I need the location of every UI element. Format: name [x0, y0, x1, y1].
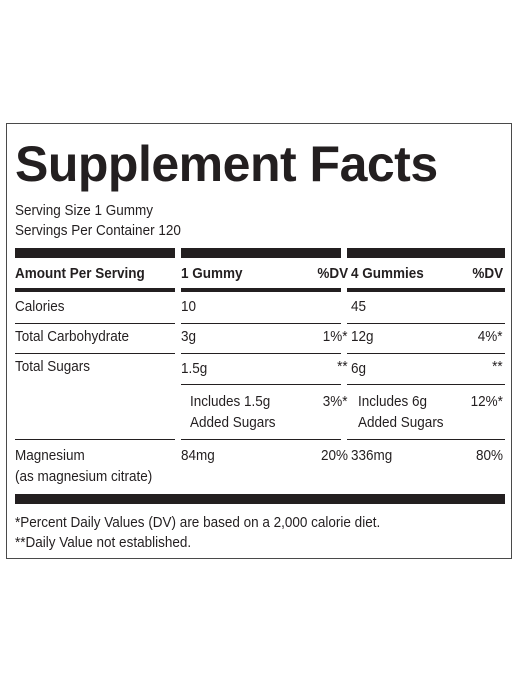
supplement-facts-panel: Supplement Facts Serving Size 1 Gummy Se… — [6, 123, 512, 559]
row-added-v1-line2: Added Sugars — [190, 414, 276, 431]
row-carb-v1: 3g — [181, 328, 197, 345]
thick-bar-col2 — [347, 248, 505, 258]
header-amount-per-serving: Amount Per Serving — [15, 265, 145, 282]
row-sugars-dv2: ** — [492, 358, 503, 375]
row-added-v2-line2: Added Sugars — [358, 414, 444, 431]
footnote-dv: *Percent Daily Values (DV) are based on … — [15, 514, 381, 531]
header-col1-dv: %DV — [317, 265, 348, 282]
row-divider — [181, 353, 341, 354]
row-divider — [181, 384, 341, 385]
row-carb-dv2: 4%* — [478, 328, 503, 345]
footnote-not-established: **Daily Value not established. — [15, 534, 192, 551]
header-rule-col2 — [347, 288, 505, 292]
thick-bar-col0 — [15, 248, 175, 258]
row-magnesium-v2: 336mg — [351, 447, 393, 464]
row-divider — [347, 323, 505, 324]
row-added-v2-line1: Includes 6g — [358, 393, 428, 410]
row-magnesium-dv1: 20% — [320, 447, 348, 464]
panel-title: Supplement Facts — [15, 136, 438, 192]
row-magnesium-dv2: 80% — [475, 447, 503, 464]
row-sugars-v1: 1.5g — [181, 360, 208, 377]
row-carb-name: Total Carbohydrate — [15, 328, 130, 345]
row-carb-dv1: 1%* — [323, 328, 348, 345]
row-carb-v2: 12g — [351, 328, 374, 345]
row-divider — [347, 353, 505, 354]
header-col2-dv: %DV — [472, 265, 503, 282]
header-rule-col1 — [181, 288, 341, 292]
row-calories-name: Calories — [15, 298, 65, 315]
thick-bar-col1 — [181, 248, 341, 258]
row-added-dv2: 12%* — [470, 393, 503, 410]
row-divider — [181, 439, 341, 440]
row-divider — [181, 323, 341, 324]
servings-per-container: Servings Per Container 120 — [15, 222, 181, 239]
row-divider — [15, 439, 175, 440]
header-rule-col0 — [15, 288, 175, 292]
row-calories-v2: 45 — [351, 298, 367, 315]
row-divider — [347, 384, 505, 385]
row-sugars-dv1: ** — [337, 358, 348, 375]
row-sugars-v2: 6g — [351, 360, 367, 377]
row-magnesium-name-line2: (as magnesium citrate) — [15, 468, 153, 485]
row-divider — [15, 323, 175, 324]
row-magnesium-v1: 84mg — [181, 447, 215, 464]
bottom-thick-bar — [15, 494, 505, 504]
row-divider — [15, 353, 175, 354]
row-calories-v1: 10 — [181, 298, 197, 315]
row-divider — [347, 439, 505, 440]
row-magnesium-name-line1: Magnesium — [15, 447, 85, 464]
header-col1: 1 Gummy — [181, 265, 243, 282]
row-sugars-name: Total Sugars — [15, 358, 91, 375]
header-col2: 4 Gummies — [351, 265, 424, 282]
row-added-dv1: 3%* — [323, 393, 348, 410]
serving-size: Serving Size 1 Gummy — [15, 202, 154, 219]
row-added-v1-line1: Includes 1.5g — [190, 393, 271, 410]
